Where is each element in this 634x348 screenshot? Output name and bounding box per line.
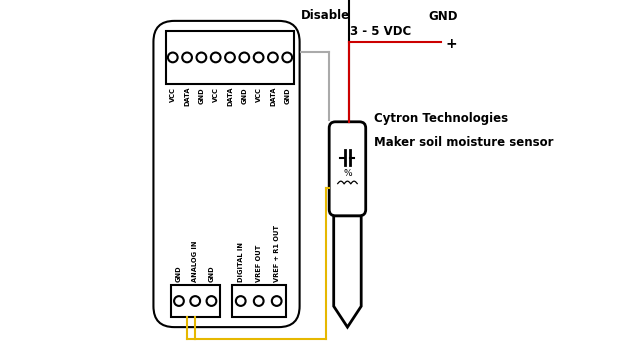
Text: 3 - 5 VDC: 3 - 5 VDC bbox=[350, 25, 411, 38]
Text: Cytron Technologies: Cytron Technologies bbox=[375, 112, 508, 125]
Text: DATA: DATA bbox=[270, 87, 276, 106]
Bar bbox=[165, 31, 294, 84]
Text: Maker soil moisture sensor: Maker soil moisture sensor bbox=[375, 136, 554, 149]
Text: GND: GND bbox=[209, 265, 214, 282]
Text: GND: GND bbox=[176, 265, 182, 282]
Text: GND: GND bbox=[198, 87, 204, 104]
Text: Disable: Disable bbox=[301, 9, 351, 22]
Text: GND: GND bbox=[284, 87, 290, 104]
Text: VCC: VCC bbox=[212, 87, 219, 102]
Text: ANALOG IN: ANALOG IN bbox=[192, 240, 198, 282]
Text: VCC: VCC bbox=[170, 87, 176, 102]
Polygon shape bbox=[333, 216, 361, 327]
Text: %: % bbox=[343, 169, 352, 178]
Text: DIGITAL IN: DIGITAL IN bbox=[238, 242, 243, 282]
Text: GND: GND bbox=[429, 10, 458, 23]
Bar bbox=[232, 285, 286, 317]
Text: DATA: DATA bbox=[184, 87, 190, 106]
Text: GND: GND bbox=[242, 87, 247, 104]
Text: +: + bbox=[446, 37, 457, 50]
FancyBboxPatch shape bbox=[153, 21, 300, 327]
Text: VREF + R1 OUT: VREF + R1 OUT bbox=[274, 225, 280, 282]
Text: VCC: VCC bbox=[256, 87, 262, 102]
Text: DATA: DATA bbox=[227, 87, 233, 106]
Text: VREF OUT: VREF OUT bbox=[256, 245, 262, 282]
FancyBboxPatch shape bbox=[329, 122, 366, 216]
Bar bbox=[171, 285, 219, 317]
